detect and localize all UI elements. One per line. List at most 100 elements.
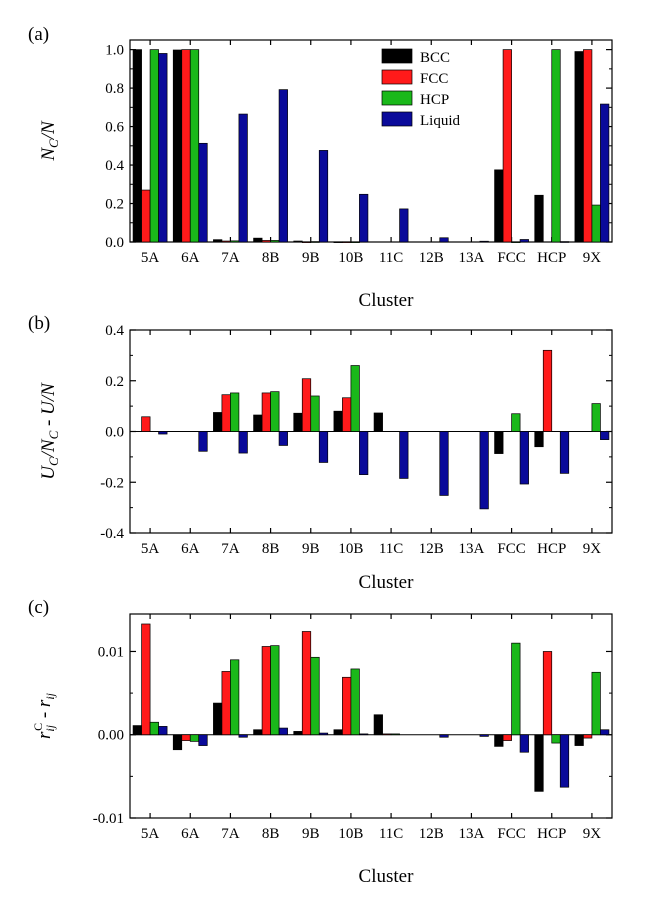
bar-fcc-9b xyxy=(301,241,312,243)
y-tick-label: 0.0 xyxy=(105,235,124,251)
y-axis-title: rijC - rij xyxy=(31,692,57,739)
bar-hcp-5a xyxy=(149,721,159,736)
bar-liquid-fcc xyxy=(519,734,529,753)
bar-bcc-fcc xyxy=(494,431,504,454)
chart-panel-1: 0.0 0.2 0.4 0.6 0.8 1.0 5A 6A 7A 8B 9B 10B 11C 12B 13A… xyxy=(28,24,613,311)
y-tick-label: 0.00 xyxy=(98,728,124,744)
y-tick-label: -0.01 xyxy=(93,811,124,827)
y-axis-title-r1: r xyxy=(34,731,55,739)
bar-bcc-fcc xyxy=(494,169,504,243)
x-axis-title: Cluster xyxy=(359,866,415,887)
bar-liquid-13a xyxy=(479,431,489,510)
bar-bcc-hcp xyxy=(534,734,544,792)
x-tick-label: FCC xyxy=(497,541,525,557)
bar-hcp-7a xyxy=(230,392,240,432)
x-tick-label: 9B xyxy=(302,250,320,266)
bar-liquid-10b xyxy=(359,193,369,243)
bar-fcc-8b xyxy=(261,240,271,243)
x-tick-label: 9B xyxy=(302,826,320,842)
bar-liquid-9b xyxy=(318,150,329,243)
y-axis-title: UC/NC - U/N xyxy=(38,382,61,480)
bar-liquid-9x xyxy=(600,103,610,243)
y-axis-title-sup: C xyxy=(31,723,45,731)
bar-liquid-13a xyxy=(479,240,489,243)
bar-bcc-9b xyxy=(293,240,303,243)
bar-bcc-9b xyxy=(293,412,303,432)
bar-liquid-11c xyxy=(399,431,409,479)
bar-hcp-7a xyxy=(230,659,240,736)
y-axis-title-tail: /N xyxy=(38,120,59,140)
y-axis-title-n: /N xyxy=(38,438,59,458)
x-tick-label: 11C xyxy=(379,250,403,266)
x-tick-label: 6A xyxy=(181,541,200,557)
bar-liquid-8b xyxy=(278,89,288,243)
bar-fcc-9b xyxy=(301,631,312,736)
bar-hcp-hcp xyxy=(551,49,561,243)
x-tick-label: 12B xyxy=(419,826,444,842)
bar-fcc-5a xyxy=(141,416,151,432)
x-tick-label: 13A xyxy=(458,541,484,557)
x-tick-label: 7A xyxy=(221,250,240,266)
x-tick-label: 7A xyxy=(221,826,240,842)
bar-liquid-6a xyxy=(198,734,208,746)
y-axis-title-u: U xyxy=(38,465,59,480)
bar-fcc-10b xyxy=(342,676,352,736)
x-tick-label: 11C xyxy=(379,541,403,557)
bar-liquid-8b xyxy=(278,431,288,446)
y-axis-title-mid: - xyxy=(34,707,55,723)
bar-hcp-10b xyxy=(350,241,360,243)
bar-liquid-hcp xyxy=(559,734,570,788)
bar-bcc-hcp xyxy=(534,431,544,448)
y-tick-label: 0.4 xyxy=(105,158,124,174)
bar-liquid-8b xyxy=(278,727,288,736)
bar-liquid-10b xyxy=(359,733,369,736)
x-tick-label: 12B xyxy=(419,250,444,266)
x-tick-label: 10B xyxy=(338,250,363,266)
legend-label-liquid: Liquid xyxy=(420,113,460,129)
bar-bcc-6a xyxy=(172,49,183,243)
bar-liquid-6a xyxy=(198,142,208,243)
plot-frame xyxy=(129,39,613,243)
bar-liquid-5a xyxy=(158,53,168,243)
x-axis-title: Cluster xyxy=(359,290,415,311)
x-tick-label: 8B xyxy=(262,541,280,557)
x-tick-label: 5A xyxy=(141,826,160,842)
bar-fcc-6a xyxy=(181,49,191,243)
bar-fcc-11c xyxy=(382,733,392,736)
y-tick-label: 0.2 xyxy=(105,197,124,213)
y-tick-label: 1.0 xyxy=(105,43,124,59)
bar-liquid-9x xyxy=(600,729,610,736)
bar-liquid-9b xyxy=(318,732,329,736)
bar-hcp-6a xyxy=(189,49,200,243)
bar-fcc-6a xyxy=(181,734,191,741)
x-tick-label: FCC xyxy=(497,826,525,842)
bar-bcc-8b xyxy=(253,414,263,432)
x-tick-label: 9B xyxy=(302,541,320,557)
chart-panel-3: -0.01 0.00 0.01 5A 6A 7A 8B 9B 10B 11C 12B 13A FCC HC… xyxy=(28,597,613,887)
bar-liquid-fcc xyxy=(519,431,529,485)
bar-hcp-fcc xyxy=(511,642,521,736)
bar-bcc-7a xyxy=(213,702,223,736)
bar-hcp-9x xyxy=(591,671,601,736)
bar-hcp-9b xyxy=(310,656,320,736)
x-tick-label: HCP xyxy=(537,826,566,842)
panel-label: (c) xyxy=(28,597,49,618)
bar-hcp-10b xyxy=(350,365,360,432)
bar-hcp-11c xyxy=(390,733,400,736)
y-tick-label: -0.2 xyxy=(100,475,124,491)
x-axis-title: Cluster xyxy=(359,572,415,593)
bar-bcc-6a xyxy=(172,734,183,751)
bar-liquid-9b xyxy=(318,431,329,463)
x-tick-label: FCC xyxy=(497,250,525,266)
bar-fcc-7a xyxy=(221,394,231,432)
bar-hcp-10b xyxy=(350,668,360,736)
bar-bcc-8b xyxy=(253,729,263,736)
y-axis-title-tail: - U/N xyxy=(38,382,59,431)
bar-bcc-7a xyxy=(213,239,223,243)
y-axis-title-sub2: C xyxy=(46,430,61,439)
bar-liquid-7a xyxy=(238,734,248,738)
y-tick-label: 0.01 xyxy=(98,644,124,660)
y-tick-label: 0.0 xyxy=(105,425,124,441)
x-tick-label: 13A xyxy=(458,250,484,266)
